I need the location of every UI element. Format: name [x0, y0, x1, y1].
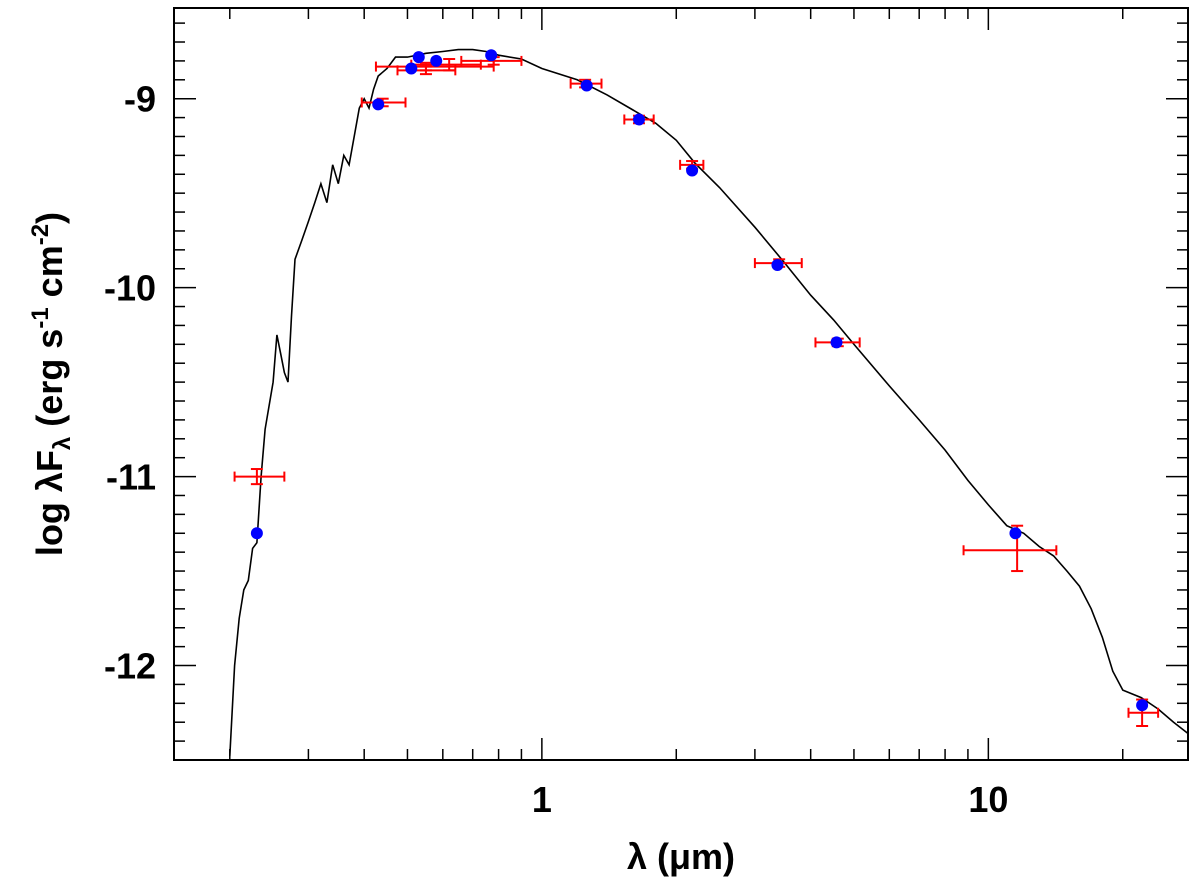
- y-axis-title-sub: λ: [49, 437, 76, 450]
- synthetic-photometry-series: [250, 49, 1149, 712]
- axis-ticks: [174, 8, 1188, 761]
- y-tick-label: -11: [106, 457, 156, 498]
- model-photometry-point: [632, 113, 645, 126]
- x-tick-label: 1: [532, 779, 552, 820]
- model-photometry-point: [580, 79, 593, 92]
- model-photometry-point: [771, 258, 784, 271]
- model-sed-line: [229, 48, 1188, 757]
- model-photometry-point: [1136, 699, 1149, 712]
- error-bar: [962, 524, 1058, 573]
- model-photometry-point: [686, 164, 699, 177]
- model-photometry-point: [405, 62, 418, 75]
- y-axis-title-exp2: -2: [27, 224, 54, 245]
- model-photometry-point: [372, 98, 385, 111]
- model-photometry-point: [830, 336, 843, 349]
- model-sed-series: [229, 48, 1188, 757]
- plot-frame: [173, 7, 1189, 761]
- x-tick-label: 10: [968, 779, 1008, 820]
- y-tick-label: -10: [104, 268, 156, 309]
- y-axis-title: log λFλ (erg s-1 cm-2): [27, 212, 76, 556]
- tick-labels: -12 -11 -10 -9 1 10: [104, 79, 1008, 820]
- x-axis-title: λ (μm): [627, 836, 735, 877]
- y-axis-title-units-close: ): [29, 212, 70, 224]
- y-axis-title-lead: log λF: [29, 450, 70, 556]
- model-photometry-point: [430, 54, 443, 67]
- model-photometry-point: [412, 51, 425, 64]
- y-tick-label: -9: [124, 79, 156, 120]
- model-photometry-point: [250, 527, 263, 540]
- y-tick-label: -12: [104, 646, 156, 687]
- error-bar: [233, 468, 286, 486]
- y-axis-title-units-mid: cm: [29, 245, 70, 307]
- y-axis-title-exp1: -1: [27, 307, 54, 328]
- observed-photometry-series: [233, 55, 1160, 727]
- y-axis-title-units-open: (erg s: [29, 329, 70, 437]
- model-photometry-point: [485, 49, 498, 62]
- model-photometry-point: [1009, 527, 1022, 540]
